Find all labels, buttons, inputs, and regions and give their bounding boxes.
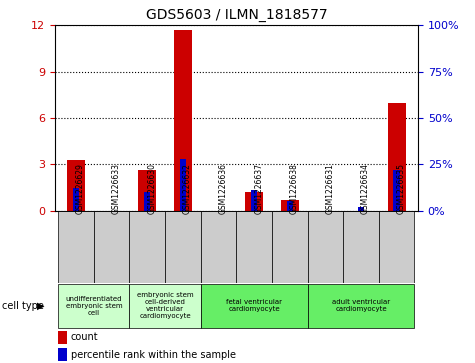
Bar	[138, 170, 156, 211]
Text: GSM1226637: GSM1226637	[254, 163, 263, 214]
Text: GSM1226636: GSM1226636	[218, 163, 228, 214]
Text: percentile rank within the sample: percentile rank within the sample	[71, 350, 236, 360]
Bar	[58, 331, 67, 344]
Text: GSM1226634: GSM1226634	[361, 163, 370, 214]
Text: fetal ventricular
cardiomyocyte: fetal ventricular cardiomyocyte	[226, 299, 282, 312]
Bar	[237, 211, 272, 283]
Bar	[379, 211, 414, 283]
Text: GSM1226635: GSM1226635	[397, 163, 406, 214]
Text: GSM1226633: GSM1226633	[112, 163, 121, 214]
Bar	[180, 159, 186, 211]
Bar	[201, 211, 237, 283]
Bar	[129, 284, 200, 327]
Bar	[67, 160, 85, 211]
Bar	[272, 211, 308, 283]
Text: count: count	[71, 333, 99, 342]
Text: GSM1226638: GSM1226638	[290, 163, 299, 214]
Bar	[358, 207, 364, 211]
Bar	[129, 211, 165, 283]
Bar	[58, 284, 129, 327]
Bar	[144, 192, 151, 211]
Text: GSM1226632: GSM1226632	[183, 163, 192, 214]
Text: GSM1226629: GSM1226629	[76, 163, 85, 214]
Bar	[251, 190, 257, 211]
Text: embryonic stem
cell-derived
ventricular
cardiomyocyte: embryonic stem cell-derived ventricular …	[137, 292, 193, 319]
Bar	[388, 102, 406, 211]
Bar	[308, 211, 343, 283]
Text: GSM1226631: GSM1226631	[325, 163, 334, 214]
Bar	[281, 200, 299, 211]
Text: adult ventricular
cardiomyocyte: adult ventricular cardiomyocyte	[332, 299, 390, 312]
Text: GSM1226630: GSM1226630	[147, 163, 156, 214]
Bar	[174, 30, 192, 211]
Bar	[94, 211, 129, 283]
Bar	[58, 348, 67, 361]
Title: GDS5603 / ILMN_1818577: GDS5603 / ILMN_1818577	[145, 8, 327, 22]
Bar	[201, 284, 308, 327]
Bar	[58, 211, 94, 283]
Bar	[343, 211, 379, 283]
Bar	[245, 192, 263, 211]
Text: cell type: cell type	[2, 301, 44, 311]
Text: undifferentiated
embryonic stem
cell: undifferentiated embryonic stem cell	[66, 296, 122, 316]
Bar	[393, 170, 400, 211]
Bar	[308, 284, 415, 327]
Bar	[286, 201, 293, 211]
Text: ▶: ▶	[37, 301, 44, 311]
Bar	[73, 188, 79, 211]
Bar	[165, 211, 200, 283]
